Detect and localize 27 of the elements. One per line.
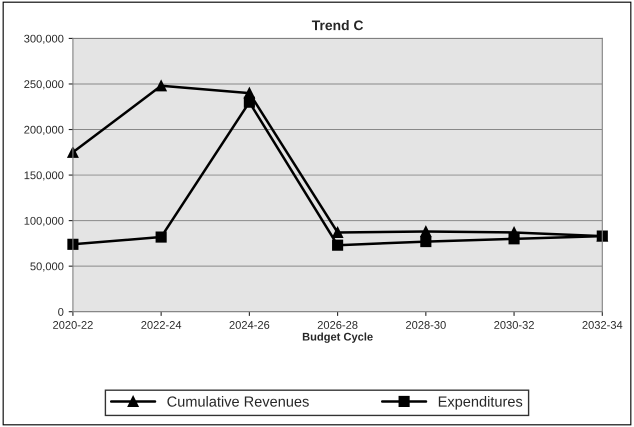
x-tick-label: 2026-28 [318,321,358,329]
chart-title: Trend C [312,20,364,30]
x-tick-label: 2032-34 [582,321,622,329]
x-axis-title: Budget Cycle [302,332,373,343]
y-tick-label: 200,000 [24,126,64,135]
x-tick-label: 2030-32 [494,321,534,329]
x-tick-label: 2028-30 [406,321,446,329]
point [156,231,167,243]
point [508,233,520,244]
y-tick-label: 300,000 [24,34,64,44]
legend-label: Cumulative Revenues [167,396,309,407]
x-tick-label: 2022-24 [141,321,182,329]
point [156,80,167,92]
point [67,238,78,250]
y-tick-label: 100,000 [24,216,64,226]
legend-label: Expenditures [438,396,522,410]
point [332,240,344,251]
point [67,146,78,158]
point [332,226,344,238]
y-tick-label: 150,000 [24,171,64,181]
y-tick-label: 0 [58,308,64,316]
x-tick-label: 2020-22 [53,321,93,329]
x-tick-label: 2024-26 [230,321,270,329]
y-tick-label: 50,000 [30,262,64,272]
point [420,236,432,248]
y-tick-label: 250,000 [24,80,64,90]
point [244,96,255,108]
